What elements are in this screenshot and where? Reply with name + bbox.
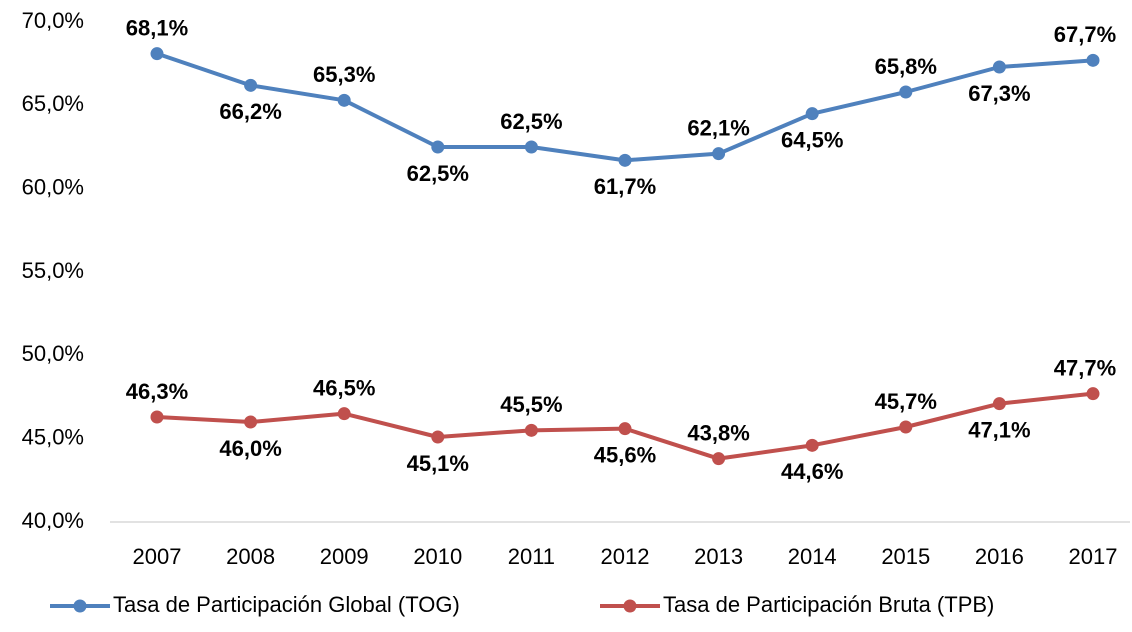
- legend-label: Tasa de Participación Bruta (TPB): [663, 592, 994, 617]
- marker: [244, 415, 258, 429]
- data-label: 43,8%: [687, 420, 749, 445]
- data-label: 65,3%: [313, 62, 375, 87]
- x-tick-label: 2010: [413, 544, 462, 569]
- y-tick-label: 50,0%: [22, 341, 84, 366]
- marker: [712, 452, 726, 466]
- marker: [524, 423, 538, 437]
- data-label: 66,2%: [219, 99, 281, 124]
- x-tick-label: 2013: [694, 544, 743, 569]
- data-label: 45,6%: [594, 442, 656, 467]
- y-tick-label: 70,0%: [22, 8, 84, 33]
- y-tick-label: 55,0%: [22, 258, 84, 283]
- marker: [337, 407, 351, 421]
- marker: [712, 147, 726, 161]
- x-tick-label: 2016: [975, 544, 1024, 569]
- data-label: 65,8%: [875, 54, 937, 79]
- marker: [337, 93, 351, 107]
- marker: [1086, 53, 1100, 67]
- marker: [805, 438, 819, 452]
- marker: [899, 420, 913, 434]
- data-label: 46,0%: [219, 436, 281, 461]
- marker: [524, 140, 538, 154]
- data-label: 67,3%: [968, 81, 1030, 106]
- marker: [244, 78, 258, 92]
- x-tick-label: 2014: [788, 544, 837, 569]
- marker: [431, 140, 445, 154]
- data-label: 64,5%: [781, 127, 843, 152]
- x-tick-label: 2017: [1069, 544, 1118, 569]
- legend-marker: [73, 599, 87, 613]
- y-tick-label: 45,0%: [22, 424, 84, 449]
- marker: [992, 397, 1006, 411]
- y-tick-label: 65,0%: [22, 91, 84, 116]
- data-label: 47,7%: [1054, 355, 1116, 380]
- marker: [1086, 387, 1100, 401]
- data-label: 67,7%: [1054, 22, 1116, 47]
- data-label: 62,5%: [500, 109, 562, 134]
- data-label: 46,3%: [126, 379, 188, 404]
- y-tick-label: 60,0%: [22, 174, 84, 199]
- x-tick-label: 2009: [320, 544, 369, 569]
- data-label: 68,1%: [126, 15, 188, 40]
- data-label: 45,5%: [500, 392, 562, 417]
- legend-marker: [623, 599, 637, 613]
- data-label: 47,1%: [968, 417, 1030, 442]
- data-label: 46,5%: [313, 375, 375, 400]
- marker: [150, 410, 164, 424]
- x-tick-label: 2015: [881, 544, 930, 569]
- marker: [805, 107, 819, 121]
- data-label: 61,7%: [594, 174, 656, 199]
- data-label: 45,1%: [407, 451, 469, 476]
- data-label: 62,5%: [407, 161, 469, 186]
- y-tick-label: 40,0%: [22, 508, 84, 533]
- x-tick-label: 2011: [508, 544, 555, 569]
- data-label: 45,7%: [875, 389, 937, 414]
- marker: [618, 422, 632, 436]
- legend-label: Tasa de Participación Global (TOG): [113, 592, 460, 617]
- x-tick-label: 2008: [226, 544, 275, 569]
- marker: [431, 430, 445, 444]
- marker: [618, 153, 632, 167]
- marker: [150, 47, 164, 61]
- marker: [899, 85, 913, 99]
- x-tick-label: 2007: [133, 544, 182, 569]
- data-label: 44,6%: [781, 459, 843, 484]
- data-label: 62,1%: [687, 115, 749, 140]
- marker: [992, 60, 1006, 74]
- x-tick-label: 2012: [601, 544, 650, 569]
- series-line: [156, 51, 1094, 163]
